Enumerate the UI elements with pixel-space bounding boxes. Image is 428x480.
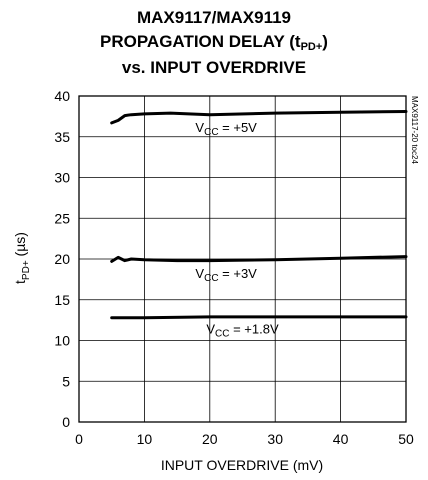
x-tick-label-2: 20: [202, 431, 218, 447]
series-labels: VCC = +5V VCC = +3V VCC = +1.8V: [195, 120, 279, 339]
y-tick-label-4: 20: [54, 251, 70, 267]
title-line-1: MAX9117/MAX9119: [136, 8, 292, 27]
x-tick-label-3: 30: [267, 431, 283, 447]
series-label-0: VCC = +5V: [195, 120, 257, 138]
y-tick-label-2: 10: [54, 333, 70, 349]
title-line-2: PROPAGATION DELAY (tPD+): [100, 32, 328, 53]
y-tick-label-0: 0: [62, 414, 70, 430]
plot-frame: [78, 95, 407, 423]
series-label-1: VCC = +3V: [195, 266, 257, 284]
y-tick-label-3: 15: [54, 292, 70, 308]
y-tick-label-8: 40: [54, 88, 70, 104]
chart-title: MAX9117/MAX9119 PROPAGATION DELAY (tPD+)…: [0, 6, 428, 80]
y-tick-label-7: 35: [54, 129, 70, 145]
series-lines: [110, 110, 408, 320]
x-tick-labels: 0 10 20 30 40 50: [75, 431, 414, 447]
series-line-1: [110, 255, 408, 263]
x-tick-label-5: 50: [398, 431, 414, 447]
y-axis-label: tPD+ (µs): [12, 232, 32, 284]
title-line-3: vs. INPUT OVERDRIVE: [121, 58, 307, 77]
side-figure-code: MAX9117-20 toc24: [410, 96, 419, 164]
y-tick-labels: 0 5 10 15 20 25 30 35 40: [54, 88, 70, 430]
x-axis-label: INPUT OVERDRIVE (mV): [161, 457, 323, 473]
x-tick-label-1: 10: [137, 431, 153, 447]
y-tick-label-1: 5: [62, 373, 70, 389]
x-tick-label-0: 0: [75, 431, 83, 447]
y-tick-label-5: 25: [54, 210, 70, 226]
series-line-0: [110, 110, 408, 125]
series-label-2: VCC = +1.8V: [206, 321, 279, 339]
series-line-2: [110, 315, 408, 320]
x-tick-label-4: 40: [333, 431, 349, 447]
y-tick-label-6: 30: [54, 170, 70, 186]
